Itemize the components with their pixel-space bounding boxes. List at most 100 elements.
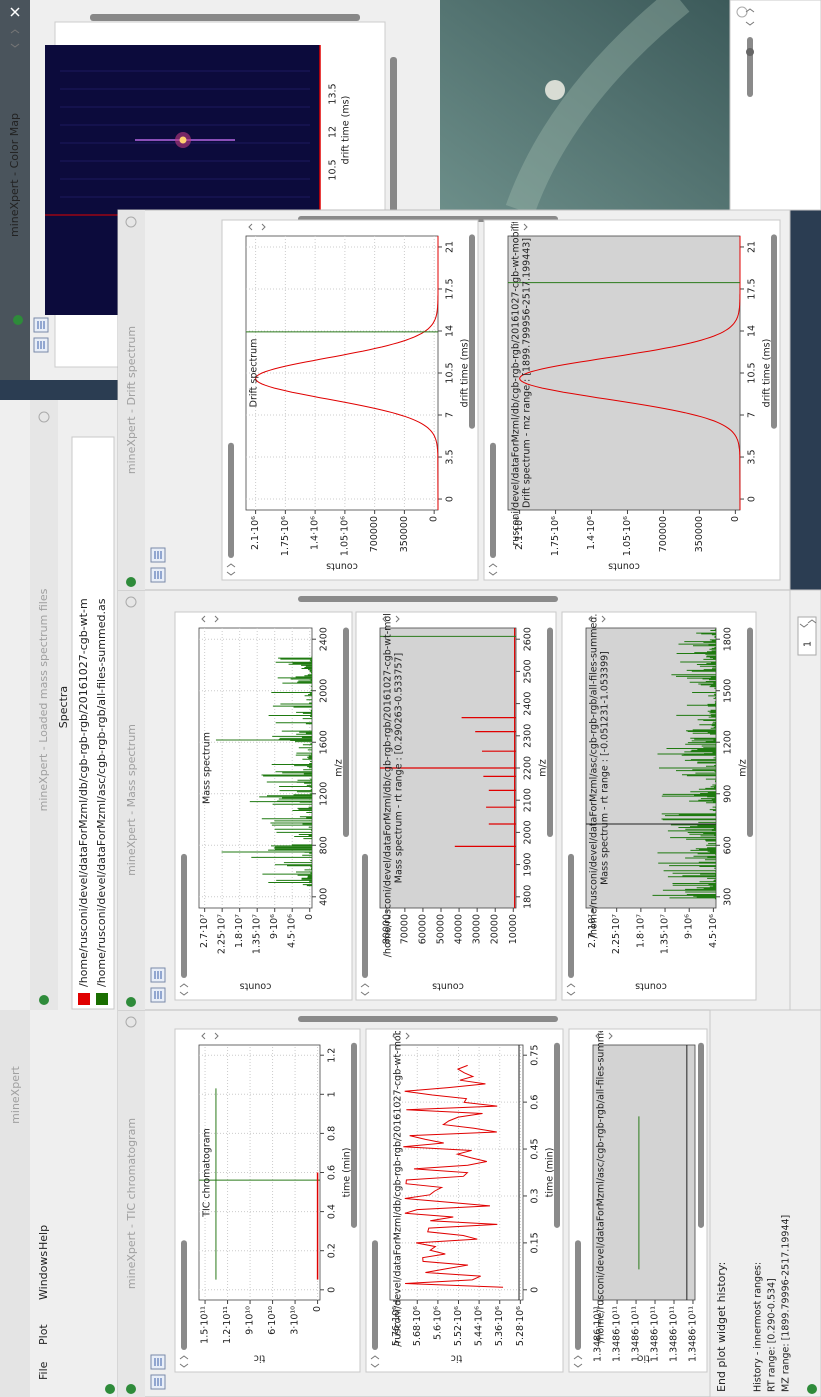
scroll-slider: [698, 1042, 704, 1228]
menu-item: File: [37, 1361, 50, 1380]
color-map-axis-label: drift time (ms): [341, 96, 352, 165]
scroll-arrow: [360, 991, 370, 996]
x-tick-label: 0: [530, 1287, 541, 1293]
y-tick-label: 700000: [369, 516, 380, 552]
y-tick-label: 1.8·10⁷: [234, 914, 245, 948]
y-tick-label: 1.35·10⁷: [660, 914, 671, 954]
plot-title: Mass spectrum - rt range : [-0.051231-1.…: [600, 651, 611, 885]
x-tick-label: 1900: [523, 853, 534, 877]
scroll-arrow: [807, 619, 817, 624]
scroll-slider: [298, 1016, 558, 1022]
plot-title: Mass spectrum: [202, 732, 213, 804]
y-tick-label: 350000: [694, 516, 705, 552]
x-tick-label: 0.75: [530, 1045, 541, 1066]
plot-title: Drift spectrum: [249, 339, 260, 408]
scroll-slider: [575, 1240, 581, 1350]
y-tick-label: 5.36·10⁶: [494, 1306, 505, 1346]
window-pin: [105, 1384, 115, 1394]
x-tick-label: 17.5: [747, 278, 758, 299]
x-tick-label: 300: [723, 888, 734, 906]
scroll-arrows: [510, 223, 528, 231]
plot-title: /home/rusconi/devel/dataForMzml/db/cgb-r…: [383, 579, 394, 958]
small-window: [729, 0, 821, 211]
plot-title: Drift spectrum - mz range : [1899.799956…: [522, 238, 533, 508]
scroll-arrow: [566, 991, 576, 996]
scroll-handle: [746, 48, 754, 56]
y-tick-label: 20000: [490, 914, 501, 944]
page-box: [797, 616, 817, 656]
window-title: mineXpert - Mass spectrum: [125, 724, 138, 876]
toolbar-icon-glyph: [154, 1358, 162, 1366]
scroll-arrow: [745, 8, 755, 13]
x-tick-label: 1: [327, 1091, 338, 1097]
scroll-slider: [568, 853, 574, 978]
scroll-arrows: [201, 615, 219, 623]
close-button: [38, 411, 50, 423]
plot-area: [507, 235, 741, 511]
toolbar-icon-glyph: [154, 571, 162, 579]
x-tick-label: 0.8: [327, 1126, 338, 1141]
y-tick-label: 5.52·10⁶: [453, 1306, 464, 1346]
window-title-bar: [118, 590, 145, 1010]
list-header: Spectra: [57, 686, 70, 728]
x-tick-label: 21: [445, 241, 456, 253]
window-pin: [39, 995, 49, 1005]
y-tick-label: 2.1·10⁶: [514, 516, 525, 550]
x-tick-label: 0: [445, 496, 456, 502]
scroll-arrow: [745, 21, 755, 26]
x-tick-label: 900: [723, 785, 734, 803]
scroll-slider: [469, 234, 475, 429]
y-tick-label: 5.44·10⁶: [474, 1306, 485, 1346]
file-color: [78, 993, 90, 1005]
y-tick-label: 40000: [454, 914, 465, 944]
main-title-bar: [0, 1010, 30, 1397]
window-pin: [807, 1384, 817, 1394]
y-tick-label: 1.3486·10¹¹: [668, 1306, 679, 1362]
file-list: [71, 436, 115, 1010]
plot-title: /rusconi/devel/dataForMzml/db/cgb-rgb-rg…: [393, 998, 404, 1346]
x-tick-label: 17.5: [445, 278, 456, 299]
scroll-slider: [490, 442, 496, 558]
close-button: [125, 596, 137, 608]
scroll-arrow: [488, 563, 498, 568]
scroll-arrow: [370, 1355, 380, 1360]
history-panel: [709, 1009, 821, 1397]
y-tick-label: 1.3486·10¹¹: [687, 1306, 698, 1362]
x-tick-label: 2200: [523, 756, 534, 780]
y-tick-label: 4.5·10⁶: [708, 914, 719, 948]
color-map-peak: [179, 136, 187, 144]
page-number: 1: [803, 641, 814, 647]
scroll-arrows: [595, 1032, 613, 1040]
y-tick-label: 350000: [399, 516, 410, 552]
y-tick-label: 0: [429, 516, 440, 522]
scroll-arrow: [179, 1355, 189, 1360]
y-axis-label: tic: [638, 1353, 650, 1364]
x-tick-label: 1800: [523, 885, 534, 909]
y-tick-label: 1.3486·10¹¹: [612, 1306, 623, 1362]
drift-trace: [519, 236, 741, 511]
color-map-tick: 13.5: [328, 83, 339, 104]
scroll-arrow: [566, 983, 576, 988]
wallpaper-arc: [505, 0, 690, 216]
plot-title: Mass spectrum - rt range : [0.290263-0.5…: [394, 653, 405, 883]
window-pin: [126, 1384, 136, 1394]
file-path: /home/rusconi/devel/dataForMzml/db/cgb-r…: [77, 598, 90, 987]
x-tick-label: 3.5: [747, 449, 758, 464]
x-tick-label: 2000: [319, 679, 330, 703]
scroll-slider: [372, 1240, 378, 1350]
window-pin: [13, 315, 23, 325]
x-tick-label: 3.5: [445, 449, 456, 464]
x-tick-label: 1600: [319, 730, 330, 754]
file-path: /home/rusconi/devel/dataForMzml/asc/cgb-…: [95, 598, 108, 987]
x-axis-label: drift time (ms): [762, 339, 773, 408]
toolbar-icon-glyph: [154, 991, 162, 999]
x-tick-label: 0: [747, 496, 758, 502]
plot-title: TIC chromatogram: [202, 1128, 213, 1218]
history-line: History - innermost ranges:: [753, 1262, 764, 1392]
x-tick-label: 2600: [523, 627, 534, 651]
x-tick-label: 0.3: [530, 1188, 541, 1203]
y-tick-label: 2.7·10⁷: [199, 914, 210, 948]
plot-title: /home/rusconi/devel/dataForMzml/asc/cgb-…: [589, 598, 600, 939]
menu-item: Plot: [37, 1324, 50, 1345]
